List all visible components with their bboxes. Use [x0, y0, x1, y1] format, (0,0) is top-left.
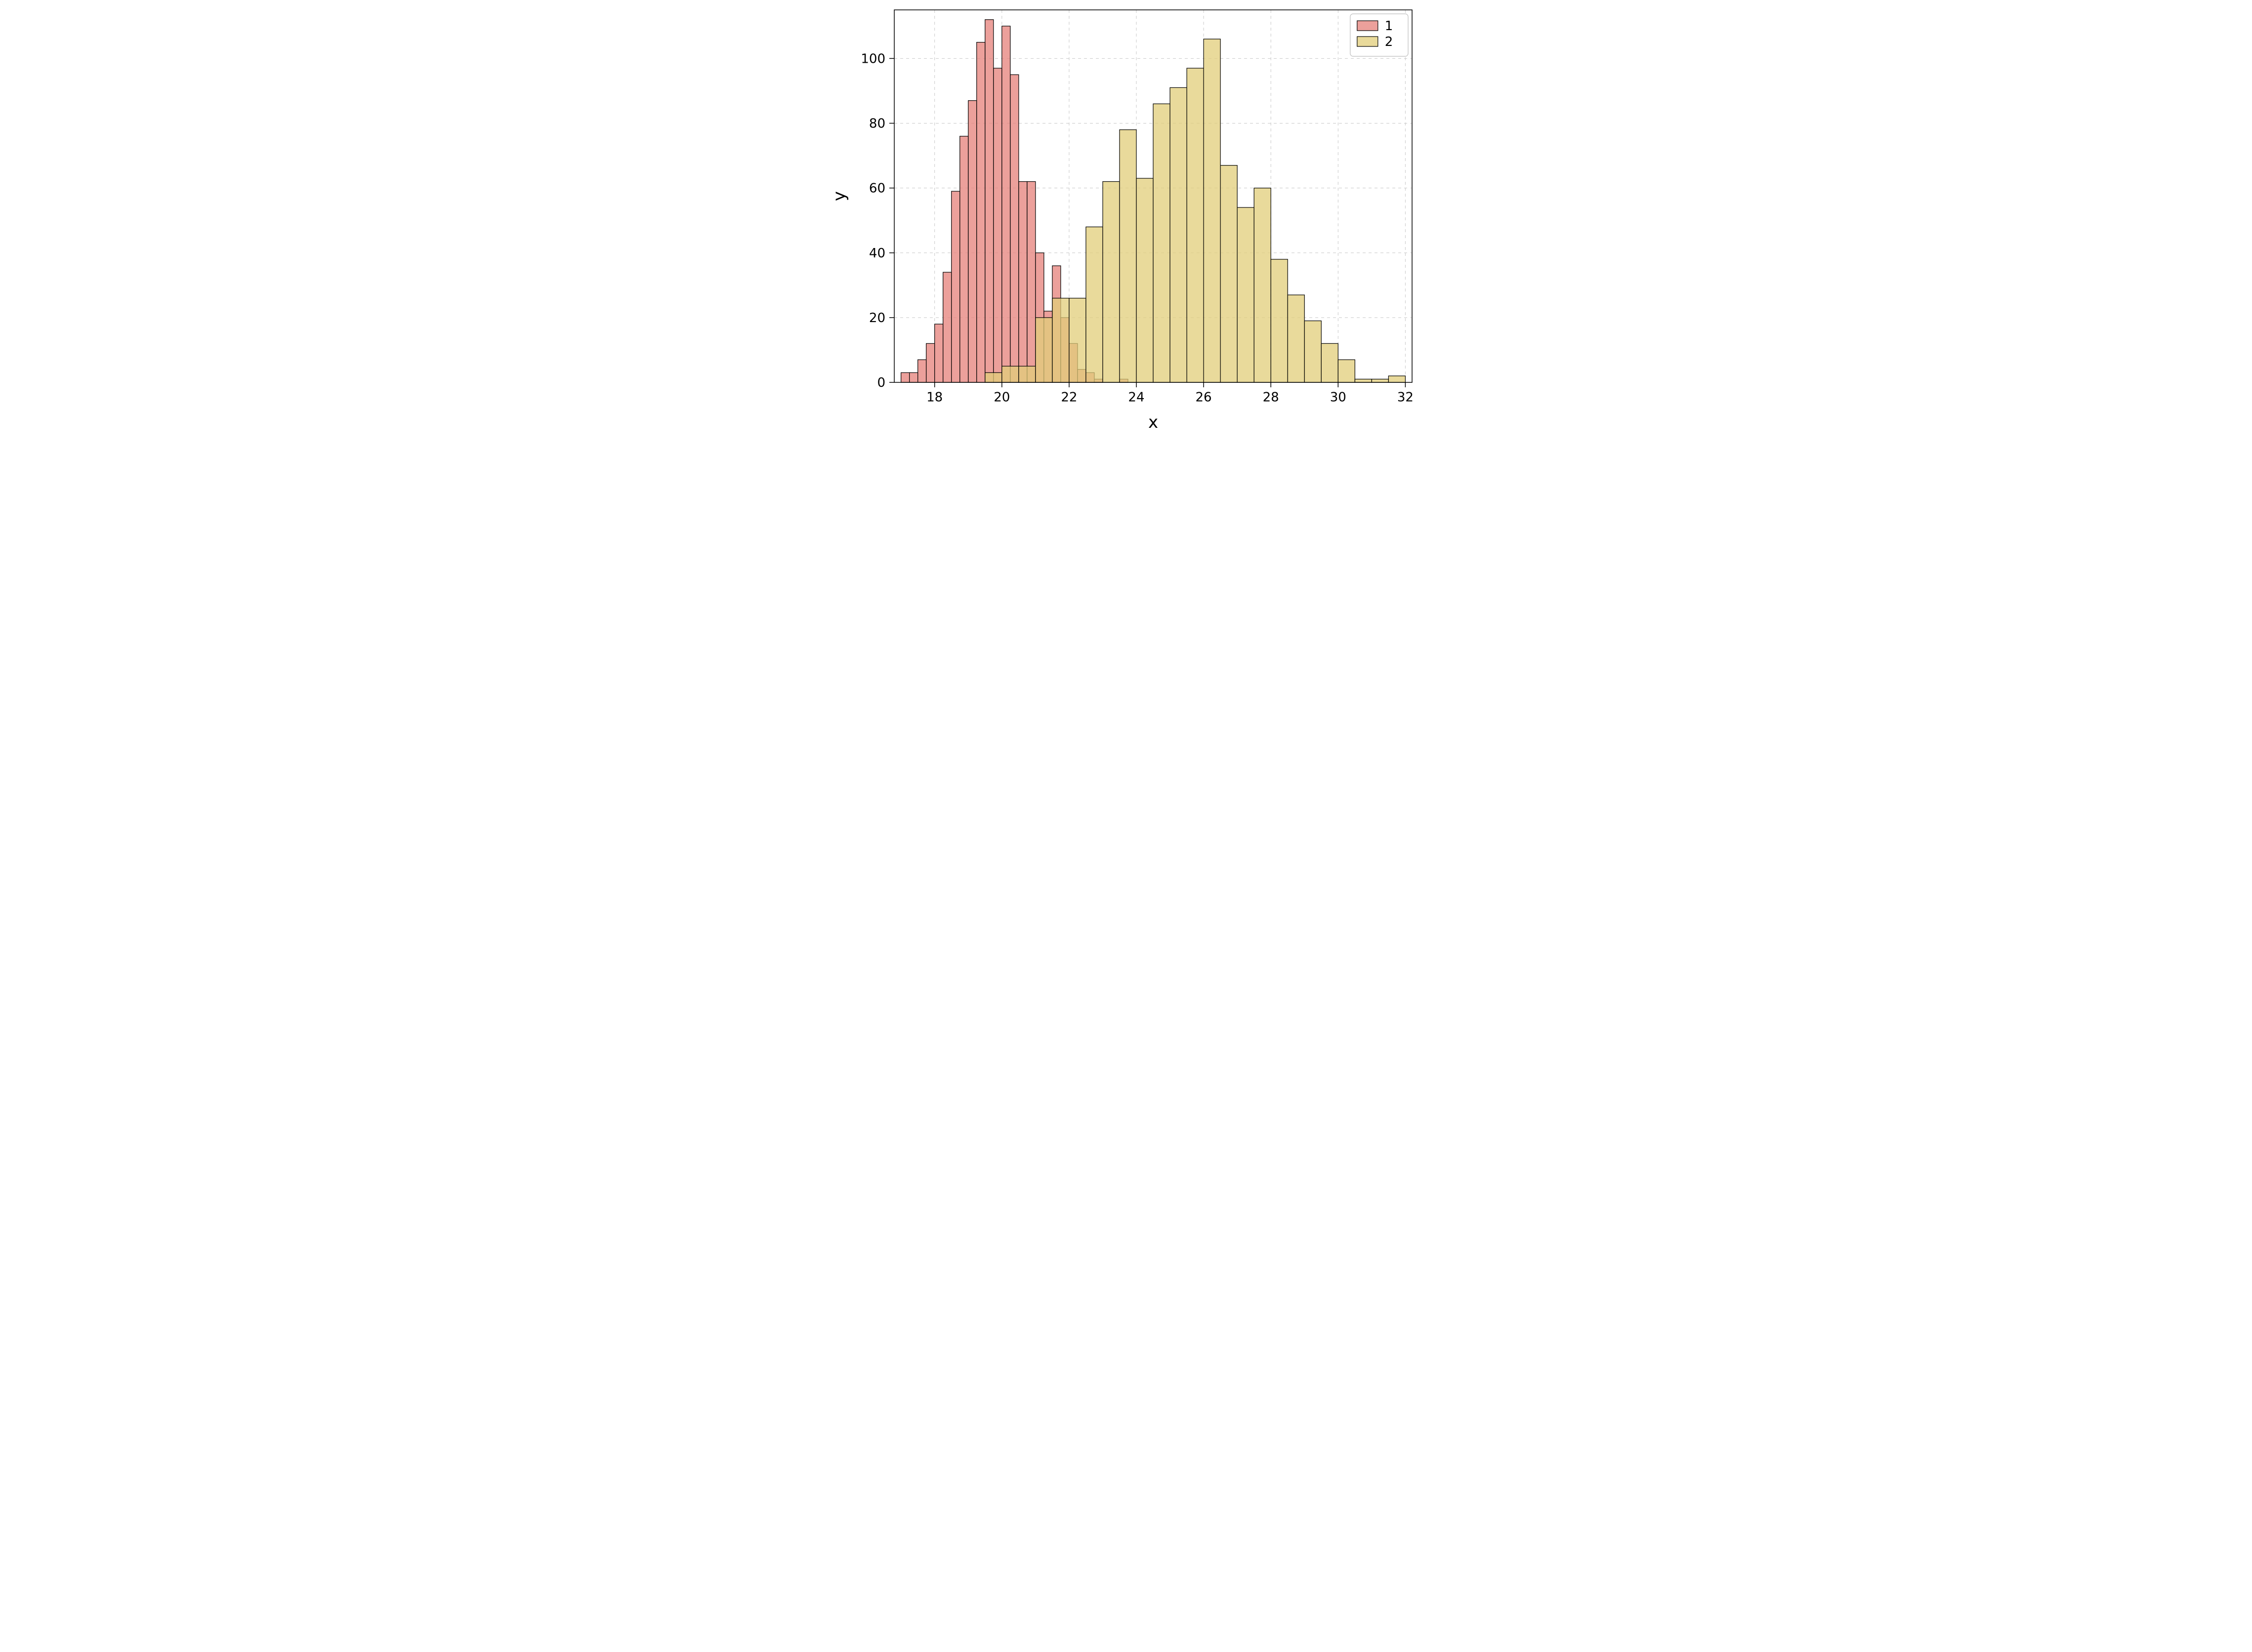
bar — [968, 101, 977, 382]
bar — [1019, 181, 1027, 382]
legend: 12 — [1350, 14, 1408, 56]
bar — [1036, 318, 1052, 382]
bar — [960, 136, 968, 382]
histogram-chart: 18 20 22 24 26 28 30 32 0 20 40 60 80 100 x y 12 — [825, 0, 1427, 442]
bar — [1220, 165, 1237, 382]
y-axis-label: y — [830, 191, 849, 201]
bar — [935, 324, 943, 382]
x-tick-label: 28 — [1263, 390, 1279, 405]
bar — [1002, 26, 1010, 382]
bar — [1254, 188, 1271, 382]
bar — [1338, 360, 1355, 382]
bar — [1153, 104, 1170, 382]
bar — [1288, 295, 1304, 382]
bar — [1136, 178, 1153, 382]
bar — [1204, 39, 1220, 382]
bar — [1069, 298, 1086, 382]
x-tick-label: 20 — [994, 390, 1010, 405]
x-tick-label: 32 — [1397, 390, 1414, 405]
y-tick-label: 100 — [861, 51, 885, 66]
x-tick-label: 22 — [1061, 390, 1077, 405]
y-tick-label: 40 — [869, 246, 885, 261]
bar — [1002, 366, 1019, 382]
bar — [994, 68, 1002, 382]
legend-swatch — [1357, 21, 1378, 31]
y-tick-label: 20 — [869, 311, 885, 326]
y-tick-label: 60 — [869, 181, 885, 196]
bar — [1052, 298, 1069, 382]
bar — [1027, 181, 1036, 382]
bar — [1321, 343, 1338, 382]
bar — [1086, 227, 1103, 382]
bar — [1120, 130, 1136, 382]
bar — [910, 372, 918, 382]
bar — [1372, 379, 1388, 382]
y-tick-label: 0 — [877, 375, 885, 390]
bar — [985, 20, 994, 382]
legend-swatch — [1357, 37, 1378, 46]
chart-container: 18 20 22 24 26 28 30 32 0 20 40 60 80 100 x y 12 — [0, 0, 2252, 442]
x-tick-label: 24 — [1128, 390, 1144, 405]
bar — [1304, 321, 1321, 382]
bar — [1187, 68, 1204, 382]
x-tick-label: 26 — [1196, 390, 1212, 405]
bar — [918, 360, 926, 382]
bar — [985, 372, 1002, 382]
x-axis-label: x — [1148, 413, 1158, 432]
bar — [1355, 379, 1372, 382]
bar — [977, 42, 985, 382]
bar — [1019, 366, 1036, 382]
bar — [1388, 376, 1405, 382]
bar — [901, 372, 910, 382]
bar — [1237, 207, 1254, 382]
legend-label: 2 — [1385, 35, 1393, 49]
bar — [1271, 259, 1288, 382]
legend-label: 1 — [1385, 19, 1393, 34]
bar — [926, 343, 935, 382]
x-tick-label: 18 — [926, 390, 943, 405]
y-tick-label: 80 — [869, 117, 885, 131]
bar — [943, 272, 952, 382]
bar — [1010, 75, 1019, 382]
bar — [1170, 87, 1187, 382]
x-tick-label: 30 — [1330, 390, 1346, 405]
bar — [952, 191, 960, 382]
bar — [1103, 181, 1120, 382]
